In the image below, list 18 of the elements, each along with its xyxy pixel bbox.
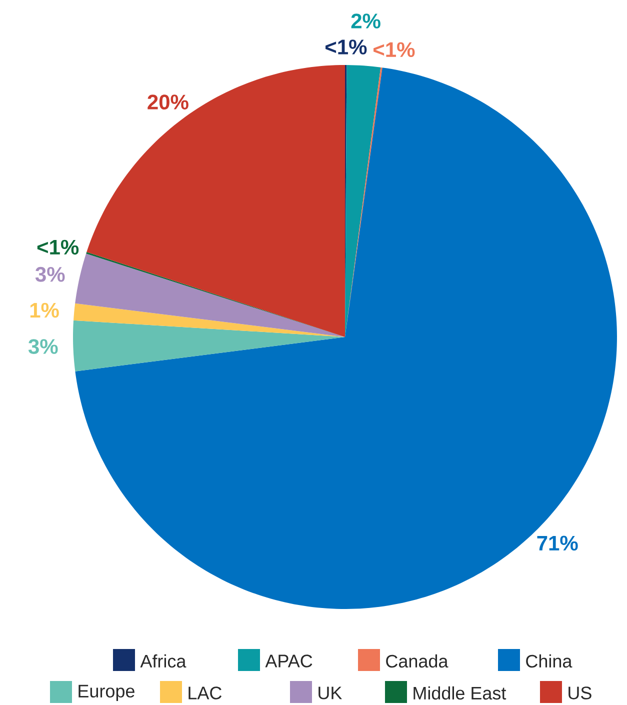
data-label: <1% bbox=[326, 40, 367, 54]
legend-label: LAC bbox=[188, 686, 222, 700]
legend-label: Africa bbox=[140, 654, 186, 668]
data-label: 20% bbox=[148, 94, 188, 110]
data-label: 3% bbox=[35, 266, 65, 282]
data-label: 2% bbox=[351, 14, 380, 28]
data-label: 3% bbox=[28, 339, 58, 354]
data-label: <1% bbox=[37, 240, 79, 255]
legend-label: US bbox=[568, 686, 592, 700]
legend-label: APAC bbox=[265, 654, 312, 668]
data-label: <1% bbox=[374, 42, 415, 58]
legend-label: Canada bbox=[386, 654, 448, 668]
legend-label: Europe bbox=[78, 684, 134, 702]
data-label: 71% bbox=[537, 536, 578, 551]
legend-label: Middle East bbox=[414, 686, 506, 700]
legend-label: UK bbox=[318, 686, 342, 700]
legend-label: China bbox=[526, 654, 572, 668]
data-label: 1% bbox=[30, 302, 59, 318]
